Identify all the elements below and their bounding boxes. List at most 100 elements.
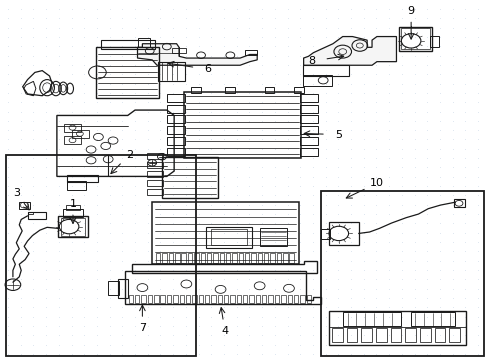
- Bar: [321, 191, 485, 356]
- Text: 2: 2: [126, 149, 133, 159]
- Bar: [147, 189, 163, 195]
- Bar: [184, 92, 301, 158]
- Bar: [167, 137, 185, 145]
- Bar: [64, 136, 81, 144]
- Bar: [329, 311, 466, 345]
- Bar: [269, 295, 273, 303]
- Bar: [307, 295, 311, 303]
- Bar: [265, 87, 274, 93]
- Bar: [260, 228, 287, 246]
- Bar: [172, 48, 186, 53]
- Bar: [108, 281, 119, 296]
- Bar: [391, 328, 401, 342]
- Bar: [206, 226, 252, 248]
- Bar: [300, 116, 318, 123]
- Bar: [376, 328, 387, 342]
- Bar: [435, 328, 445, 342]
- Bar: [220, 253, 224, 263]
- Bar: [275, 295, 279, 303]
- Bar: [300, 94, 318, 102]
- Bar: [5, 155, 196, 356]
- Bar: [167, 116, 185, 123]
- Bar: [101, 40, 155, 49]
- Bar: [294, 87, 304, 93]
- Bar: [230, 295, 235, 303]
- Bar: [72, 130, 89, 138]
- Bar: [129, 295, 133, 303]
- Bar: [169, 253, 173, 263]
- Bar: [162, 253, 167, 263]
- Bar: [152, 202, 299, 264]
- Bar: [173, 295, 177, 303]
- Bar: [207, 253, 211, 263]
- Bar: [411, 312, 455, 326]
- Text: 8: 8: [308, 56, 316, 66]
- Bar: [226, 253, 230, 263]
- Bar: [19, 202, 30, 209]
- Bar: [154, 295, 159, 303]
- Bar: [232, 253, 237, 263]
- Bar: [118, 279, 128, 298]
- Bar: [181, 253, 186, 263]
- Bar: [147, 162, 163, 168]
- Bar: [303, 75, 332, 86]
- Bar: [218, 295, 222, 303]
- Bar: [167, 94, 185, 102]
- Bar: [67, 181, 86, 190]
- Polygon shape: [138, 44, 257, 65]
- Text: 4: 4: [221, 325, 228, 336]
- Bar: [399, 27, 432, 51]
- Bar: [251, 253, 256, 263]
- Bar: [294, 295, 298, 303]
- Bar: [58, 216, 88, 237]
- Bar: [401, 28, 430, 49]
- Bar: [27, 212, 46, 220]
- Bar: [147, 153, 163, 159]
- Bar: [303, 64, 349, 76]
- Bar: [405, 328, 416, 342]
- Bar: [160, 295, 165, 303]
- Bar: [290, 253, 294, 263]
- Text: 10: 10: [370, 178, 384, 188]
- Bar: [61, 218, 85, 235]
- Bar: [245, 253, 249, 263]
- Bar: [179, 295, 184, 303]
- Bar: [277, 253, 281, 263]
- Bar: [191, 87, 201, 93]
- Bar: [288, 295, 292, 303]
- Bar: [300, 148, 318, 156]
- Bar: [27, 212, 33, 215]
- Bar: [142, 295, 146, 303]
- Bar: [147, 180, 163, 186]
- Bar: [162, 157, 218, 198]
- Text: 9: 9: [408, 6, 415, 16]
- Bar: [430, 36, 440, 46]
- Bar: [256, 295, 260, 303]
- Bar: [300, 295, 305, 303]
- Bar: [264, 253, 269, 263]
- Polygon shape: [304, 37, 396, 65]
- Text: 3: 3: [13, 188, 20, 198]
- Bar: [239, 253, 243, 263]
- Text: 5: 5: [335, 130, 343, 140]
- Bar: [262, 295, 267, 303]
- Bar: [249, 295, 254, 303]
- Bar: [147, 171, 163, 177]
- Bar: [270, 253, 275, 263]
- Bar: [66, 205, 80, 210]
- Bar: [198, 295, 203, 303]
- Bar: [148, 295, 152, 303]
- Bar: [138, 39, 150, 47]
- Bar: [283, 253, 288, 263]
- Bar: [167, 148, 185, 156]
- Bar: [449, 328, 460, 342]
- Bar: [175, 253, 179, 263]
- Text: 6: 6: [204, 64, 212, 75]
- Bar: [346, 328, 357, 342]
- Bar: [211, 295, 216, 303]
- Bar: [213, 253, 218, 263]
- Bar: [200, 253, 205, 263]
- Bar: [321, 229, 330, 239]
- Bar: [300, 105, 318, 113]
- Bar: [167, 126, 185, 134]
